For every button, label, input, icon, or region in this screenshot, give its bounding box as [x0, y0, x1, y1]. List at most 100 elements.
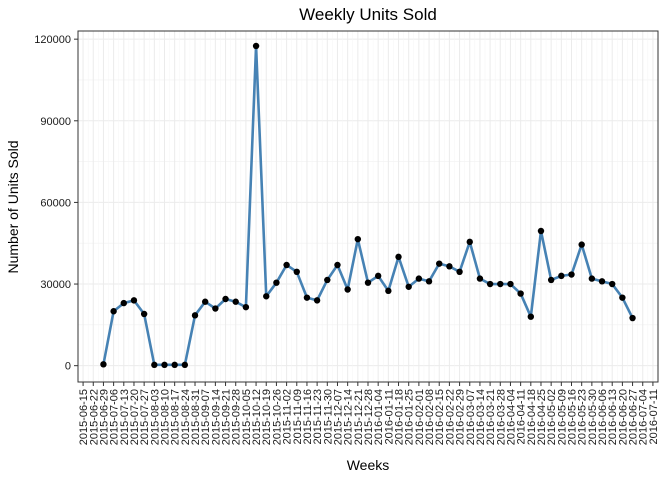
x-tick-label: 2016-05-23	[577, 389, 589, 445]
y-tick-label: 60000	[40, 197, 71, 209]
x-tick-label: 2016-04-04	[505, 389, 517, 445]
data-point	[161, 361, 168, 369]
data-point	[486, 280, 494, 288]
data-point	[191, 312, 199, 319]
y-tick-label: 120000	[34, 34, 71, 46]
x-tick-label: 2016-02-15	[434, 389, 446, 445]
data-point	[140, 310, 148, 318]
data-point	[466, 238, 473, 246]
data-point	[293, 268, 300, 276]
x-tick-label: 2015-12-14	[343, 389, 355, 445]
data-point	[436, 260, 443, 267]
y-tick-label: 0	[65, 361, 71, 373]
y-tick-label: 90000	[40, 116, 71, 128]
data-point	[446, 263, 453, 270]
x-tick-label: 2016-05-30	[587, 389, 599, 445]
x-tick-label: 2016-02-29	[455, 389, 467, 445]
x-tick-label: 2016-06-27	[628, 389, 640, 445]
chart-title: Weekly Units Sold	[299, 5, 437, 24]
x-tick-label: 2015-10-26	[271, 389, 283, 445]
x-tick-label: 2015-11-23	[312, 389, 324, 444]
x-axis: 2015-06-152015-06-222015-06-292015-07-06…	[78, 382, 660, 445]
data-point	[181, 361, 189, 369]
data-point	[151, 361, 158, 369]
x-tick-label: 2015-08-31	[190, 389, 202, 445]
x-tick-label: 2016-04-25	[536, 389, 548, 445]
x-tick-label: 2015-06-15	[78, 389, 90, 445]
data-point	[232, 298, 239, 305]
y-axis-title: Number of Units Sold	[5, 140, 21, 273]
x-tick-label: 2016-03-21	[485, 389, 497, 445]
x-tick-label: 2015-07-13	[119, 389, 131, 445]
data-point	[171, 361, 178, 369]
x-tick-label: 2015-11-30	[322, 389, 334, 444]
data-point	[619, 294, 626, 301]
x-tick-label: 2016-06-06	[597, 389, 609, 445]
x-tick-label: 2015-08-10	[159, 389, 171, 445]
x-tick-label: 2015-07-06	[109, 389, 121, 445]
data-point	[385, 287, 392, 295]
data-point	[120, 299, 127, 307]
data-point	[283, 261, 290, 269]
data-point	[629, 314, 636, 322]
data-point	[527, 313, 535, 320]
x-tick-label: 2016-01-25	[404, 389, 416, 445]
grid	[78, 31, 658, 382]
data-point	[395, 253, 402, 261]
series-layer	[100, 42, 636, 369]
y-tick-label: 30000	[40, 279, 71, 291]
x-tick-label: 2015-08-24	[180, 389, 192, 445]
data-point	[324, 276, 331, 284]
data-point	[415, 275, 423, 282]
x-tick-label: 2015-10-19	[261, 389, 273, 445]
x-tick-label: 2015-11-16	[302, 389, 314, 444]
data-point	[547, 276, 555, 284]
x-tick-label: 2015-11-09	[292, 389, 304, 444]
x-axis-title: Weeks	[347, 457, 390, 473]
x-tick-label: 2015-08-03	[149, 389, 161, 445]
data-point	[598, 278, 606, 285]
x-tick-label: 2015-11-02	[282, 389, 294, 444]
data-point	[242, 303, 250, 311]
x-tick-label: 2016-01-04	[373, 389, 385, 445]
data-point	[273, 279, 280, 286]
data-point	[110, 308, 117, 315]
x-tick-label: 2016-03-07	[465, 389, 477, 445]
x-tick-label: 2015-09-07	[200, 389, 212, 445]
data-point	[303, 294, 311, 301]
x-tick-label: 2016-07-04	[638, 389, 650, 445]
data-point	[252, 42, 260, 50]
x-tick-label: 2016-06-20	[617, 389, 629, 445]
x-tick-label: 2016-02-22	[444, 389, 456, 445]
data-point	[517, 290, 524, 297]
x-tick-label: 2015-07-20	[129, 389, 141, 445]
x-tick-label: 2015-09-21	[221, 389, 233, 445]
data-point	[201, 298, 209, 305]
x-tick-label: 2015-10-05	[241, 389, 253, 445]
data-point	[313, 297, 321, 304]
data-point	[334, 261, 341, 269]
data-point	[222, 295, 229, 303]
x-tick-label: 2016-05-09	[556, 389, 568, 445]
data-point	[578, 241, 585, 248]
x-tick-label: 2016-01-18	[394, 389, 406, 445]
x-tick-label: 2015-09-28	[231, 389, 243, 445]
data-point	[476, 275, 484, 282]
x-tick-label: 2016-05-16	[567, 389, 579, 445]
y-axis: 0 30000 60000 90000 120000	[34, 34, 78, 373]
x-tick-label: 2016-04-11	[516, 389, 528, 444]
x-tick-label: 2016-07-11	[648, 389, 660, 444]
data-point	[588, 275, 596, 282]
data-point	[374, 272, 382, 280]
data-point	[558, 272, 565, 280]
x-tick-label: 2016-02-01	[414, 389, 426, 445]
data-point	[344, 286, 351, 293]
data-point	[456, 268, 463, 276]
x-tick-label: 2015-06-29	[98, 389, 110, 445]
x-tick-label: 2016-02-08	[424, 389, 436, 445]
x-tick-label: 2015-07-27	[139, 389, 151, 445]
x-tick-label: 2016-04-18	[526, 389, 538, 445]
data-point	[405, 283, 412, 290]
x-tick-label: 2015-08-17	[170, 389, 182, 445]
